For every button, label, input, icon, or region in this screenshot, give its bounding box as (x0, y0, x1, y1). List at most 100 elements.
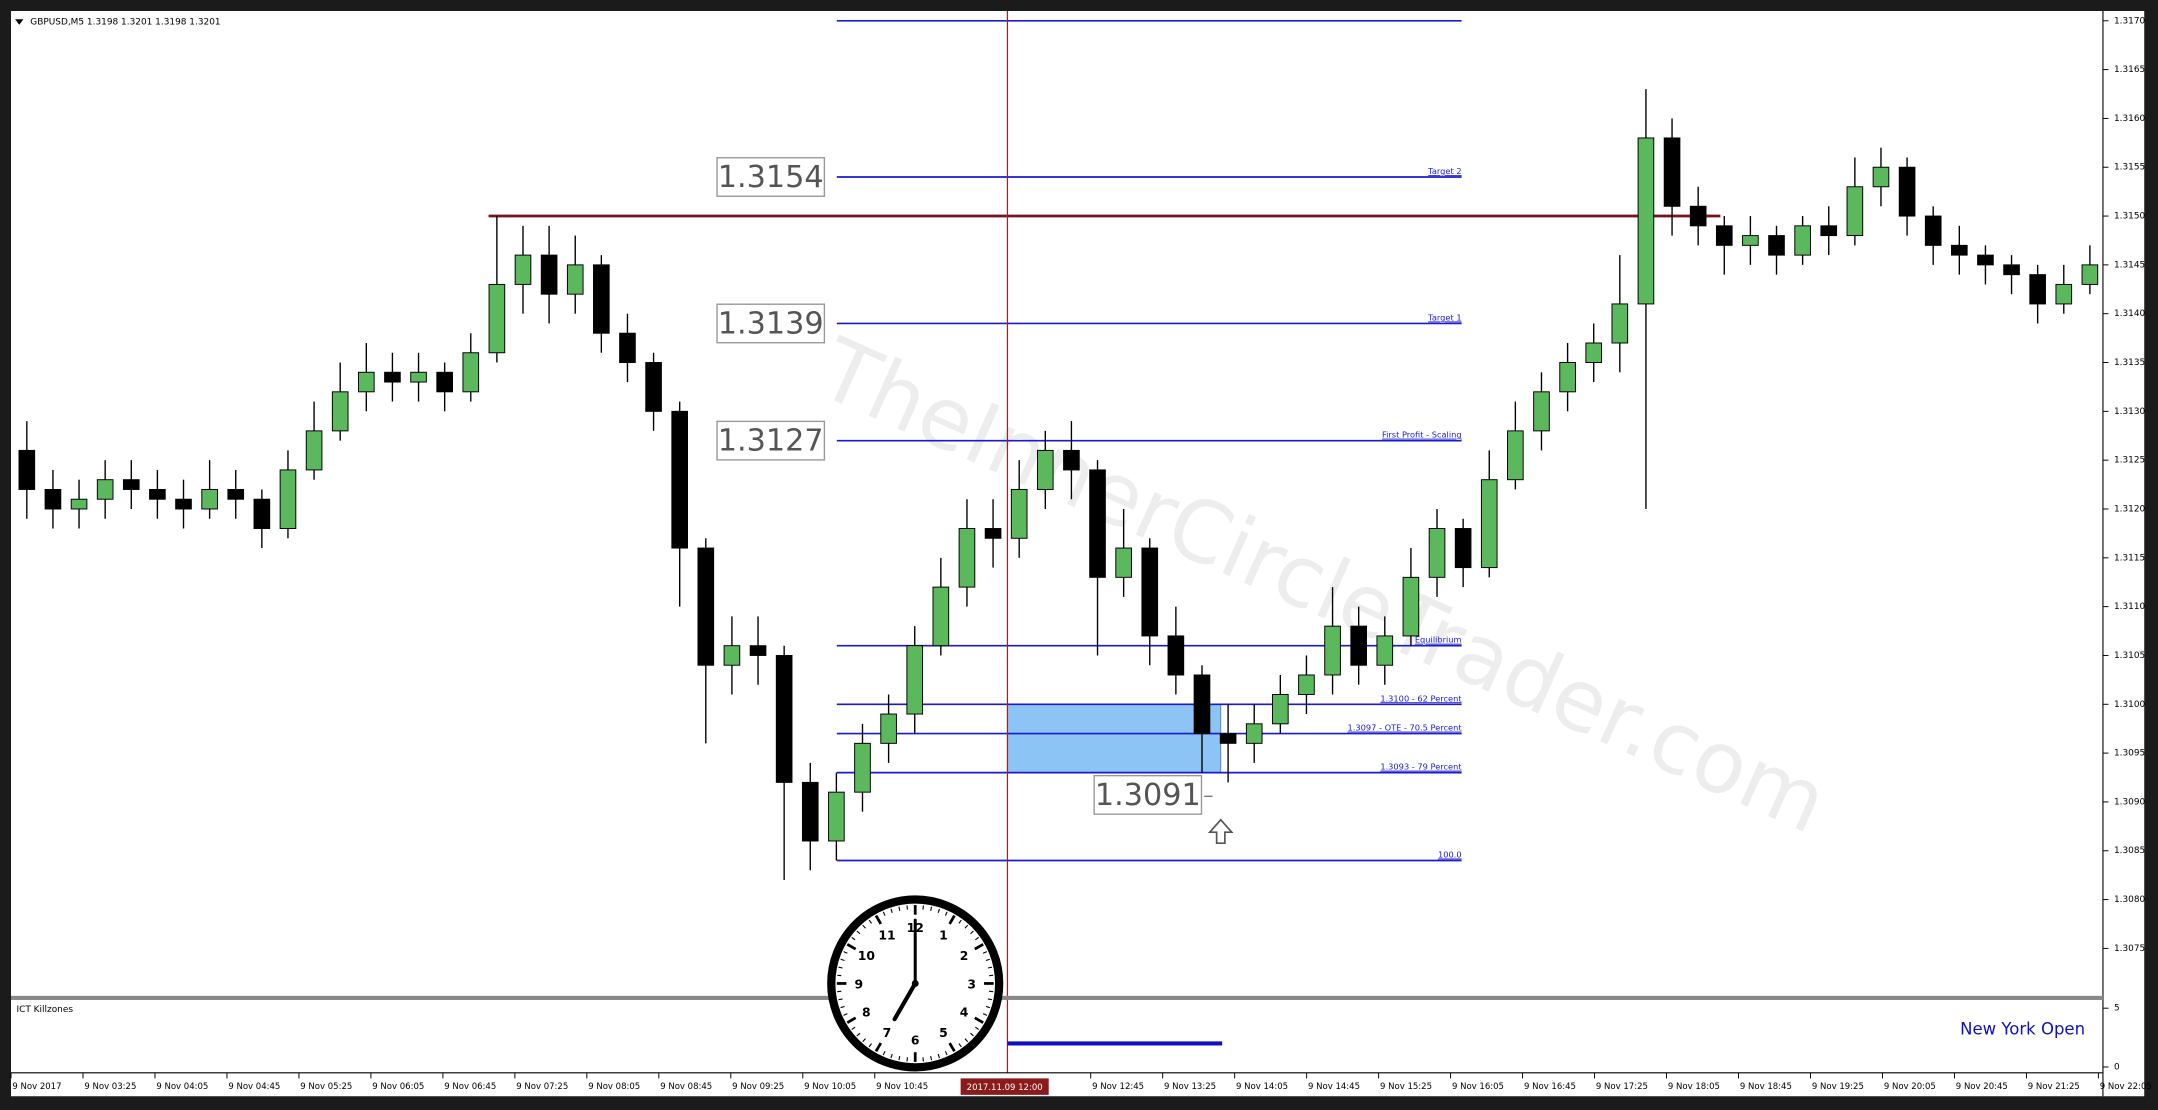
candle-body (1689, 205, 1707, 227)
candle-body (201, 488, 218, 510)
x-tick-label: 9 Nov 22:05 (2100, 1082, 2152, 1092)
clock-numeral: 1 (939, 928, 948, 942)
candle-body (1898, 166, 1916, 217)
price-box (716, 157, 826, 197)
clock-tick (985, 1005, 991, 1009)
candle-body (384, 371, 401, 383)
clock-numeral: 2 (960, 949, 969, 963)
y-tick-label: 1.3125 (2114, 456, 2145, 466)
price-box (716, 303, 826, 344)
clock-tick (982, 951, 988, 954)
clock-tick (958, 1043, 962, 1048)
candle-body (1036, 449, 1054, 490)
clock-tick (843, 951, 848, 954)
candle-body (488, 283, 506, 354)
up-arrow (1207, 818, 1234, 844)
candle-body (2003, 264, 2020, 276)
clock-tick (846, 1016, 857, 1024)
fib-label: 1.3093 - 79 Percent (1380, 762, 1462, 772)
y-tick-label: 1.3085 (2114, 846, 2145, 856)
clock-tick (970, 1032, 974, 1037)
indicator-tick-label: 5 (2114, 1004, 2120, 1014)
indicator-tick-label: 0 (2114, 1062, 2120, 1072)
fib-label: 1.3100 - 62 Percent (1380, 693, 1462, 703)
candle-body (1507, 430, 1524, 481)
clock-tick (898, 1055, 901, 1061)
candle-body (1376, 635, 1394, 666)
x-tick-label: 9 Nov 07:25 (516, 1082, 568, 1092)
candle-body (1402, 576, 1420, 637)
clock-tick (838, 966, 843, 969)
clock-tick (937, 1053, 940, 1059)
y-tick-label: 1.3165 (2114, 65, 2145, 75)
clock-tick (874, 914, 883, 925)
candle-body (1977, 254, 1994, 266)
candle-body (801, 781, 819, 842)
candle-body (18, 449, 36, 490)
y-tick-label: 1.3130 (2114, 407, 2146, 417)
price-box (1093, 774, 1203, 815)
candle-body (122, 479, 140, 490)
clock-tick (948, 1042, 956, 1053)
y-tick-label: 1.3115 (2114, 553, 2145, 563)
clock-tick (964, 1038, 969, 1043)
clock-tick (843, 1013, 848, 1016)
y-tick-label: 1.3155 (2114, 163, 2145, 173)
clock-tick (970, 930, 974, 935)
indicator-title: ICT Killzones (17, 1005, 74, 1015)
y-tick-label: 1.3090 (2114, 797, 2146, 807)
fib-label: 1.3097 - OTE - 70.5 Percent (1347, 723, 1462, 733)
fib-label: First Profit - Scaling (1382, 430, 1462, 440)
candle-body (906, 645, 924, 715)
candle-body (70, 498, 88, 510)
candle-body (44, 488, 62, 510)
clock-tick (964, 924, 969, 929)
panel-separator (11, 995, 2103, 1000)
y-tick-label: 1.3080 (2114, 895, 2146, 905)
price-box (716, 420, 826, 461)
candle-body (96, 479, 114, 500)
clock-tick (868, 919, 872, 924)
candle-body (1611, 303, 1629, 344)
candle-body (149, 488, 166, 500)
candle-body (253, 498, 271, 530)
candle-body (2081, 264, 2099, 285)
candle-body (462, 352, 480, 393)
x-tick-label: 9 Nov 20:45 (1956, 1082, 2008, 1092)
x-tick-label: 9 Nov 04:45 (228, 1082, 280, 1092)
x-tick-label: 9 Nov 05:25 (300, 1082, 352, 1092)
clock-numeral: 9 (854, 977, 863, 991)
candle-body (645, 362, 662, 412)
clock-tick (882, 1051, 886, 1056)
cursor-label: 2017.11.09 12:00 (967, 1083, 1043, 1093)
fib-label: 100.0 (1438, 850, 1462, 860)
clock-tick (840, 1005, 845, 1009)
chart-area (11, 11, 2145, 1097)
clock-tick (862, 924, 866, 929)
y-tick-label: 1.3160 (2114, 114, 2146, 124)
candle-body (1115, 547, 1132, 578)
x-tick-label: 9 Nov 16:05 (1452, 1082, 1504, 1092)
clock-tick (930, 906, 933, 911)
x-tick-label: 9 Nov 15:25 (1380, 1082, 1432, 1092)
candle-body (410, 371, 427, 383)
candle-body (1924, 215, 1942, 246)
x-tick-label: 9 Nov 04:05 (156, 1082, 208, 1092)
y-tick-label: 1.3095 (2114, 749, 2145, 759)
price-box-label: 1.3091 (1095, 778, 1201, 813)
candle-body (1428, 528, 1446, 578)
y-tick-label: 1.3140 (2114, 309, 2146, 319)
clock-tick (890, 908, 893, 913)
candle-body (1951, 244, 1968, 256)
candle-body (828, 791, 845, 842)
y-tick-label: 1.3120 (2114, 504, 2146, 514)
title-arrow (15, 19, 24, 25)
clock-tick (846, 943, 857, 951)
candle-body (1872, 166, 1890, 188)
x-tick-label: 9 Nov 17:25 (1596, 1082, 1648, 1092)
candle-body (1219, 733, 1237, 744)
y-tick-label: 1.3150 (2114, 212, 2146, 222)
candle-body (1454, 528, 1472, 569)
clock-tick (937, 908, 940, 913)
y-tick-label: 1.3170 (2114, 16, 2146, 26)
